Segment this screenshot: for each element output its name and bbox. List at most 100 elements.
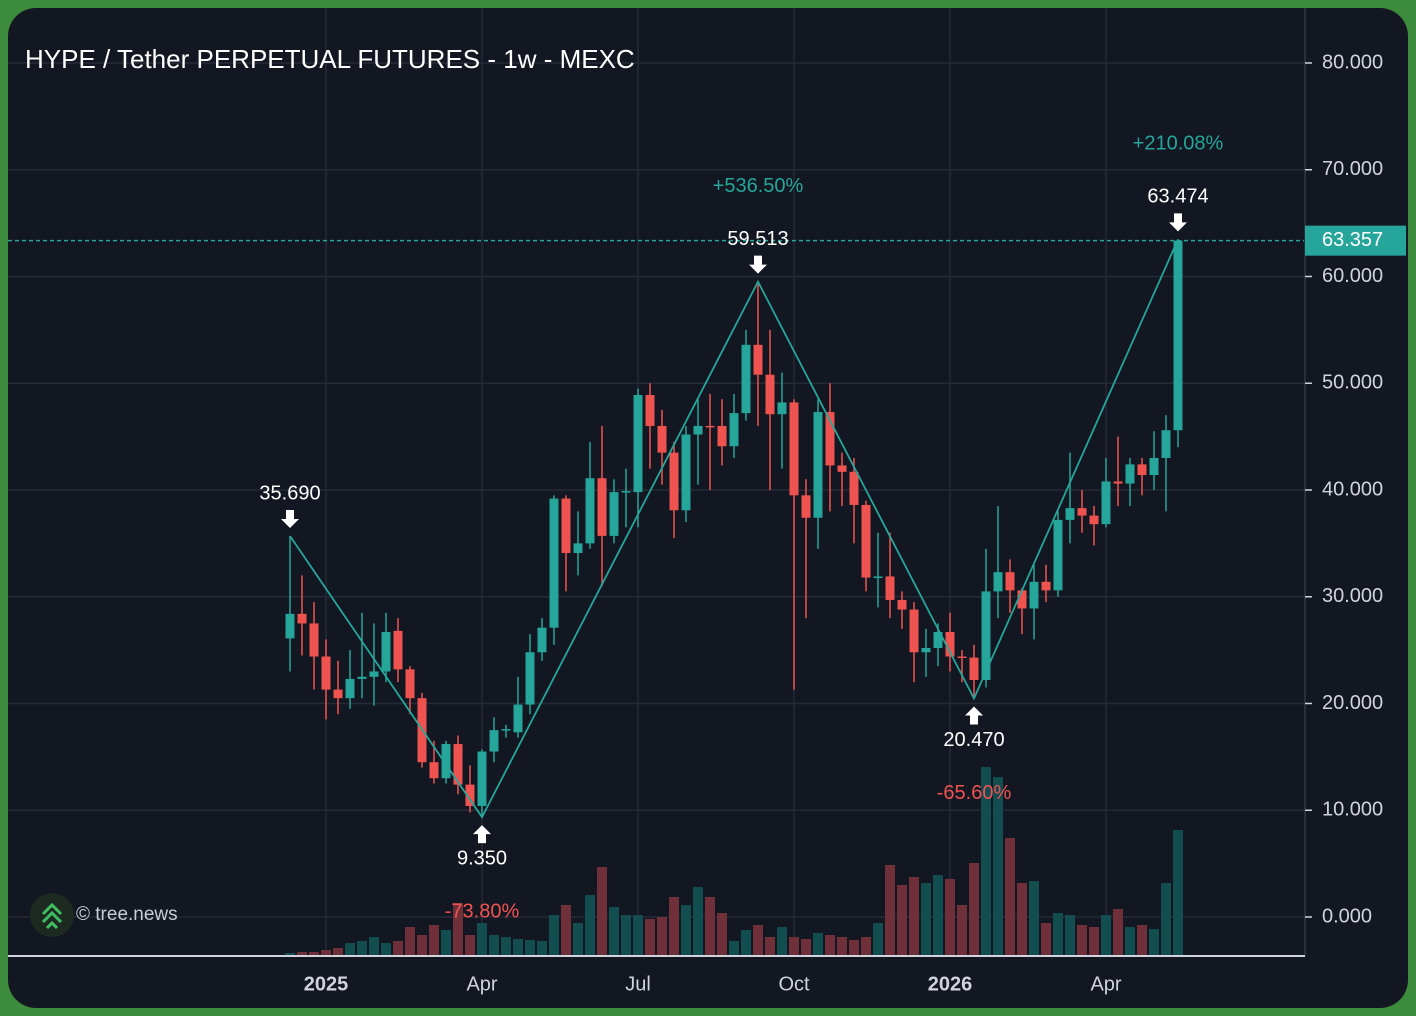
y-tick-label: 50.000	[1322, 372, 1383, 394]
volume-bar	[1017, 883, 1027, 955]
pivot-arrow	[473, 825, 491, 844]
volume-bar	[765, 937, 775, 955]
last-price-label: 63.357	[1322, 229, 1383, 251]
candle-body	[501, 729, 511, 731]
candle-body	[909, 609, 919, 653]
volume-bar	[741, 930, 751, 955]
volume-bar	[801, 939, 811, 955]
pivot-arrow	[965, 706, 983, 725]
candle-body	[669, 452, 679, 511]
volume-bar	[777, 927, 787, 955]
candle-body	[981, 591, 991, 681]
volume-bar	[789, 937, 799, 955]
candle-body	[381, 631, 391, 672]
volume-bar	[657, 917, 667, 955]
candle-body	[609, 492, 619, 536]
volume-bar	[1149, 929, 1159, 955]
candle-body	[957, 656, 967, 659]
candle-body	[1101, 481, 1111, 525]
candle-body	[537, 627, 547, 653]
candle-body	[897, 599, 907, 610]
x-tick-label: Jul	[625, 973, 651, 995]
change-label: -65.60%	[937, 782, 1012, 804]
candle-body	[585, 478, 595, 544]
candle-body	[429, 762, 439, 779]
volume-bar	[453, 903, 463, 955]
volume-bar	[321, 950, 331, 955]
volume-bar	[981, 767, 991, 955]
volume-bar	[537, 941, 547, 955]
volume-bar	[1137, 925, 1147, 955]
candle-body	[1029, 581, 1039, 609]
volume-bar	[405, 927, 415, 955]
candle-body	[309, 623, 319, 657]
volume-bar	[357, 941, 367, 955]
candle-body	[513, 704, 523, 733]
volume-bar	[885, 865, 895, 955]
candle-body	[465, 784, 475, 806]
candle-body	[525, 652, 535, 705]
candle-body	[1125, 464, 1135, 484]
volume-bar	[417, 935, 427, 955]
volume-bar	[837, 937, 847, 955]
y-tick-label: 40.000	[1322, 478, 1383, 500]
last-price-box	[1305, 225, 1406, 256]
volume-bar	[297, 952, 307, 955]
volume-bar	[393, 941, 403, 955]
pivot-label: 63.474	[1147, 186, 1208, 208]
candle-body	[849, 471, 859, 505]
candle-body	[993, 572, 1003, 592]
candle-body	[645, 394, 655, 426]
volume-bar	[465, 935, 475, 955]
volume-bar	[825, 935, 835, 955]
candle-body	[1161, 430, 1171, 458]
y-tick-label: 80.000	[1322, 51, 1383, 73]
volume-bar	[957, 905, 967, 955]
volume-bar	[309, 952, 319, 955]
volume-bar	[1101, 915, 1111, 955]
candle-body	[861, 504, 871, 578]
volume-bar	[633, 915, 643, 955]
candle-body	[717, 425, 727, 447]
logo-mark	[41, 902, 63, 930]
volume-bar	[1065, 915, 1075, 955]
candle-body	[393, 630, 403, 670]
volume-bar	[1029, 881, 1039, 955]
volume-bar	[717, 913, 727, 955]
volume-bar	[1053, 913, 1063, 955]
volume-bar	[729, 941, 739, 955]
volume-bar	[285, 953, 295, 955]
volume-bar	[609, 907, 619, 955]
y-tick-label: 0.000	[1322, 905, 1372, 927]
candle-body	[801, 495, 811, 518]
volume-bar	[897, 885, 907, 955]
x-tick-label: Oct	[778, 973, 810, 995]
volume-bar	[645, 919, 655, 955]
volume-bar	[501, 937, 511, 955]
watermark: © tree.news	[76, 904, 178, 925]
candle-body	[729, 413, 739, 447]
candle-body	[597, 478, 607, 536]
volume-bar	[345, 943, 355, 955]
candle-body	[285, 613, 295, 639]
candle-body	[873, 576, 883, 578]
candle-body	[297, 613, 307, 624]
volume-bar	[681, 905, 691, 955]
y-tick-label: 20.000	[1322, 692, 1383, 714]
volume-bar	[993, 777, 1003, 955]
pivot-label: 20.470	[943, 729, 1004, 751]
volume-bar	[561, 905, 571, 955]
pivot-arrow	[749, 255, 767, 274]
candle-body	[1149, 457, 1159, 476]
candle-body	[657, 425, 667, 453]
x-tick-label: Apr	[466, 973, 497, 995]
candle-body	[321, 656, 331, 690]
x-tick-label: 2026	[928, 973, 973, 995]
candle-body	[633, 394, 643, 493]
y-tick-label: 30.000	[1322, 585, 1383, 607]
pivot-label: 9.350	[457, 847, 507, 869]
candle-body	[933, 631, 943, 648]
volume-bar	[1173, 830, 1183, 955]
volume-bar	[849, 940, 859, 955]
candle-body	[813, 412, 823, 518]
